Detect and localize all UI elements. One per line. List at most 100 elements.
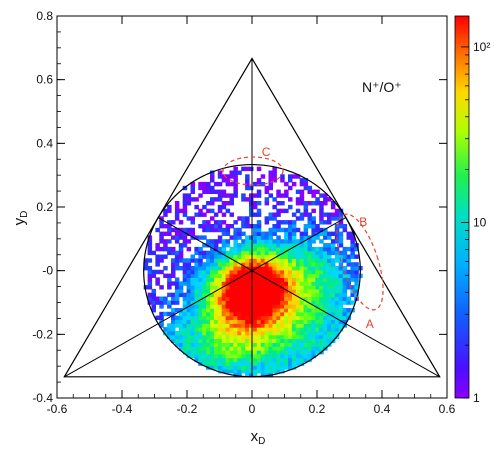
heatmap-cell [194,277,199,282]
heatmap-cell [327,296,332,301]
heatmap-cell [311,285,316,290]
heatmap-cell [233,323,238,328]
heatmap-cell [241,250,246,256]
heatmap-cell [163,254,168,259]
heatmap-cell [174,308,180,313]
heatmap-cell [256,166,262,172]
heatmap-cell [280,292,285,298]
heatmap-cell [311,262,316,267]
heatmap-cell [338,327,344,332]
heatmap-cell [268,330,273,336]
heatmap-cell [311,300,316,305]
heatmap-cell [155,296,160,301]
heatmap-cell [303,315,309,320]
heatmap-cell [346,258,351,263]
heatmap-cell [147,246,153,252]
heatmap-cell [256,189,262,194]
heatmap-cell [288,288,293,294]
heatmap-cell [245,277,250,282]
heatmap-cell [186,327,192,332]
heatmap-cell [190,288,195,294]
heatmap-cell [245,361,250,366]
heatmap-cell [330,327,336,332]
heatmap-cell [280,208,285,214]
heatmap-cell [213,243,219,248]
heatmap-cell [198,334,203,340]
heatmap-cell [303,273,309,278]
heatmap-cell [264,346,270,351]
heatmap-cell [217,208,223,214]
heatmap-cell [186,266,192,271]
heatmap-cell [190,266,195,271]
heatmap-cell [174,216,180,221]
heatmap-cell [311,315,316,320]
heatmap-cell [319,208,324,214]
heatmap-cell [241,269,246,275]
heatmap-cell [299,338,305,343]
heatmap-cell [272,365,277,370]
heatmap-cell [284,269,289,275]
heatmap-cell [260,243,266,248]
heatmap-cell [303,338,309,343]
heatmap-cell [252,273,258,278]
heatmap-cell [284,323,289,328]
heatmap-cell [264,327,270,332]
heatmap-cell [245,319,250,324]
heatmap-cell [319,330,324,336]
heatmap-cell [272,361,277,366]
heatmap-cell [284,235,289,240]
heatmap-cell [288,342,293,347]
heatmap-cell [299,239,305,244]
heatmap-cell [330,304,336,309]
heatmap-cell [245,273,250,278]
heatmap-cell [354,262,359,267]
heatmap-cell [307,288,312,294]
heatmap-cell [307,220,312,225]
heatmap-cell [249,258,254,263]
heatmap-cell [221,346,227,351]
heatmap-cell [323,304,328,309]
heatmap-cell [233,342,238,347]
heatmap-cell [237,334,242,340]
heatmap-cell [210,281,215,286]
heatmap-cell [311,319,316,324]
heatmap-cell [221,231,227,236]
heatmap-cell [280,315,285,320]
heatmap-cell [217,288,223,294]
heatmap-cell [233,319,238,324]
heatmap-cell [256,193,262,198]
heatmap-cell [256,338,262,343]
heatmap-cell [194,285,199,290]
heatmap-cell [225,342,231,347]
heatmap-cell [147,250,153,256]
heatmap-cell [315,224,320,229]
x-tick-label: 0.4 [374,402,391,416]
heatmap-cell [194,342,199,347]
heatmap-cell [237,346,242,351]
heatmap-cell [299,308,305,313]
heatmap-cell [237,292,242,298]
heatmap-cell [303,327,309,332]
heatmap-cell [303,266,309,271]
heatmap-cell [295,227,301,233]
heatmap-cell [260,181,266,187]
heatmap-cell [252,311,258,317]
heatmap-cell [171,262,176,267]
heatmap-cell [143,266,149,271]
heatmap-cell [268,292,273,298]
heatmap-cell [155,300,160,305]
heatmap-cell [237,250,242,256]
heatmap-cell [268,246,273,252]
heatmap-cell [213,296,219,301]
heatmap-cell [225,350,231,355]
heatmap-cell [233,304,238,309]
heatmap-cell [330,334,336,340]
heatmap-cell [295,300,301,305]
heatmap-cell [272,258,277,263]
heatmap-cell [233,262,238,267]
heatmap-cell [319,311,324,317]
heatmap-cell [280,178,285,183]
heatmap-cell [171,281,176,286]
heatmap-cell [327,315,332,320]
heatmap-cell [210,189,215,194]
